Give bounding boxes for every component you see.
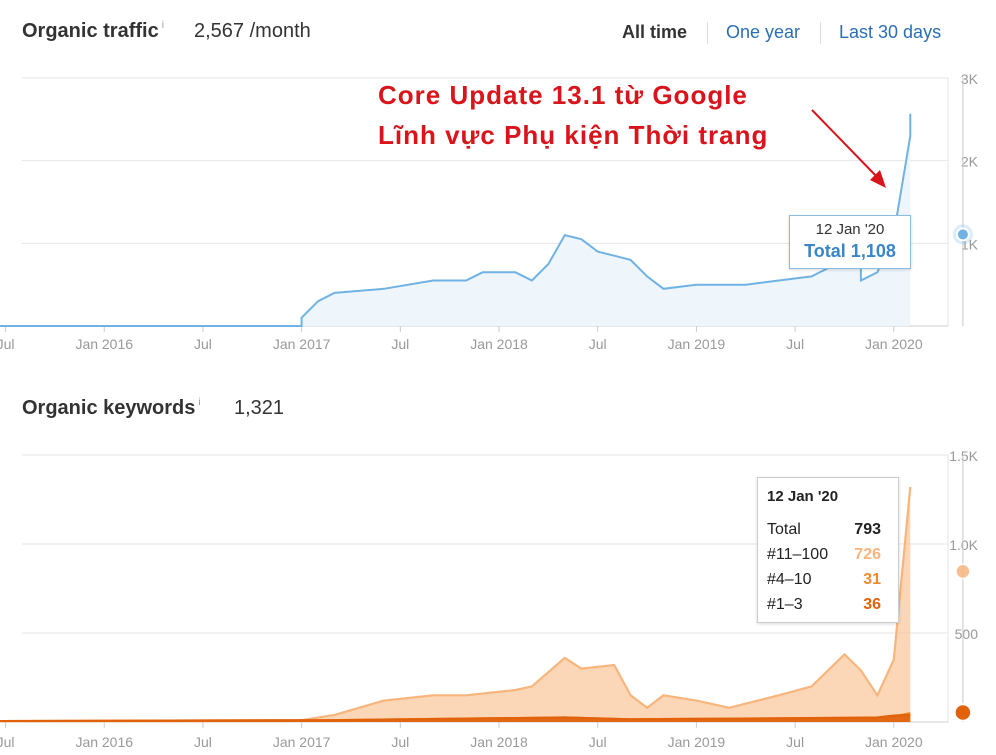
tooltip-row-label: #11–100 — [767, 546, 829, 563]
organic-keywords-value: 1,321 — [234, 397, 285, 419]
x-tick-label: Jul — [0, 734, 15, 750]
x-tick-label: Jan 2016 — [75, 734, 133, 750]
x-tick-label: Jul — [194, 336, 212, 352]
x-tick-label: Jul — [391, 336, 409, 352]
x-tick-label: Jul — [589, 336, 607, 352]
tooltip-row-value: 36 — [863, 596, 881, 613]
annotation-line-2: Lĩnh vực Phụ kiện Thời trang — [378, 120, 769, 150]
hover-marker — [955, 227, 970, 242]
y-tick-label: 1.5K — [949, 448, 978, 464]
hover-marker — [955, 563, 971, 580]
x-tick-label: Jul — [0, 336, 15, 352]
tooltip-row-4-10: #4–10 31 — [767, 571, 881, 589]
y-tick-label: 2K — [961, 154, 979, 170]
tooltip-date: 12 Jan '20 — [815, 221, 885, 238]
series-line — [0, 486, 912, 723]
x-tick-label: Jul — [194, 734, 212, 750]
organic-keywords-label: Organic keywords — [22, 397, 196, 419]
tooltip-row-label: #4–10 — [767, 571, 812, 588]
x-tick-label: Jul — [391, 734, 409, 750]
x-tick-label: Jul — [786, 336, 804, 352]
tooltip-row-value: 31 — [863, 571, 881, 588]
tooltip-row-value: 726 — [854, 546, 881, 563]
y-tick-label: 1.0K — [949, 537, 978, 553]
y-tick-label: 500 — [955, 626, 979, 642]
traffic-tooltip: 12 Jan '20 Total 1,108 — [789, 215, 911, 269]
x-tick-label: Jan 2019 — [668, 734, 726, 750]
x-tick-label: Jul — [589, 734, 607, 750]
range-one-year[interactable]: One year — [726, 22, 801, 42]
organic-traffic-title: Organic traffic i — [22, 20, 164, 43]
organic-traffic-label: Organic traffic — [22, 20, 159, 42]
range-all-time[interactable]: All time — [622, 22, 688, 42]
series-area — [0, 487, 911, 722]
x-tick-label: Jan 2017 — [273, 734, 331, 750]
x-tick-label: Jan 2020 — [865, 336, 923, 352]
hover-marker — [954, 703, 972, 722]
tooltip-row-label: Total — [767, 521, 801, 538]
tooltip-date: 12 Jan '20 — [767, 488, 839, 505]
tooltip-row-label: #1–3 — [767, 596, 803, 613]
annotation-arrow-line — [811, 109, 881, 181]
series-area — [0, 113, 911, 326]
range-divider — [707, 22, 708, 44]
x-tick-label: Jan 2018 — [470, 734, 528, 750]
x-tick-label: Jan 2019 — [668, 336, 726, 352]
range-divider — [820, 22, 821, 44]
x-tick-label: Jan 2017 — [273, 336, 331, 352]
tooltip-row-1-3: #1–3 36 — [767, 596, 881, 614]
info-icon[interactable]: i — [198, 397, 201, 408]
series-line — [0, 713, 911, 723]
info-icon[interactable]: i — [161, 20, 164, 31]
range-last-30-days[interactable]: Last 30 days — [839, 22, 942, 42]
x-tick-label: Jul — [786, 734, 804, 750]
organic-keywords-title: Organic keywords i — [22, 397, 201, 420]
organic-traffic-value: 2,567 /month — [194, 20, 311, 42]
x-tick-label: Jan 2020 — [865, 734, 923, 750]
x-tick-label: Jan 2016 — [75, 336, 133, 352]
tooltip-row-11-100: #11–100 726 — [767, 546, 881, 564]
y-tick-label: 3K — [961, 71, 979, 87]
x-tick-label: Jan 2018 — [470, 336, 528, 352]
series-area — [0, 714, 911, 722]
annotation-arrow-head — [870, 170, 886, 188]
tooltip-row-value: 793 — [854, 521, 881, 538]
annotation-line-1: Core Update 13.1 từ Google — [378, 80, 748, 110]
tooltip-total: Total 1,108 — [804, 241, 896, 261]
keywords-tooltip: 12 Jan '20 Total 793 #11–100 726 #4–10 3… — [757, 477, 899, 623]
tooltip-row-total: Total 793 — [767, 521, 881, 539]
